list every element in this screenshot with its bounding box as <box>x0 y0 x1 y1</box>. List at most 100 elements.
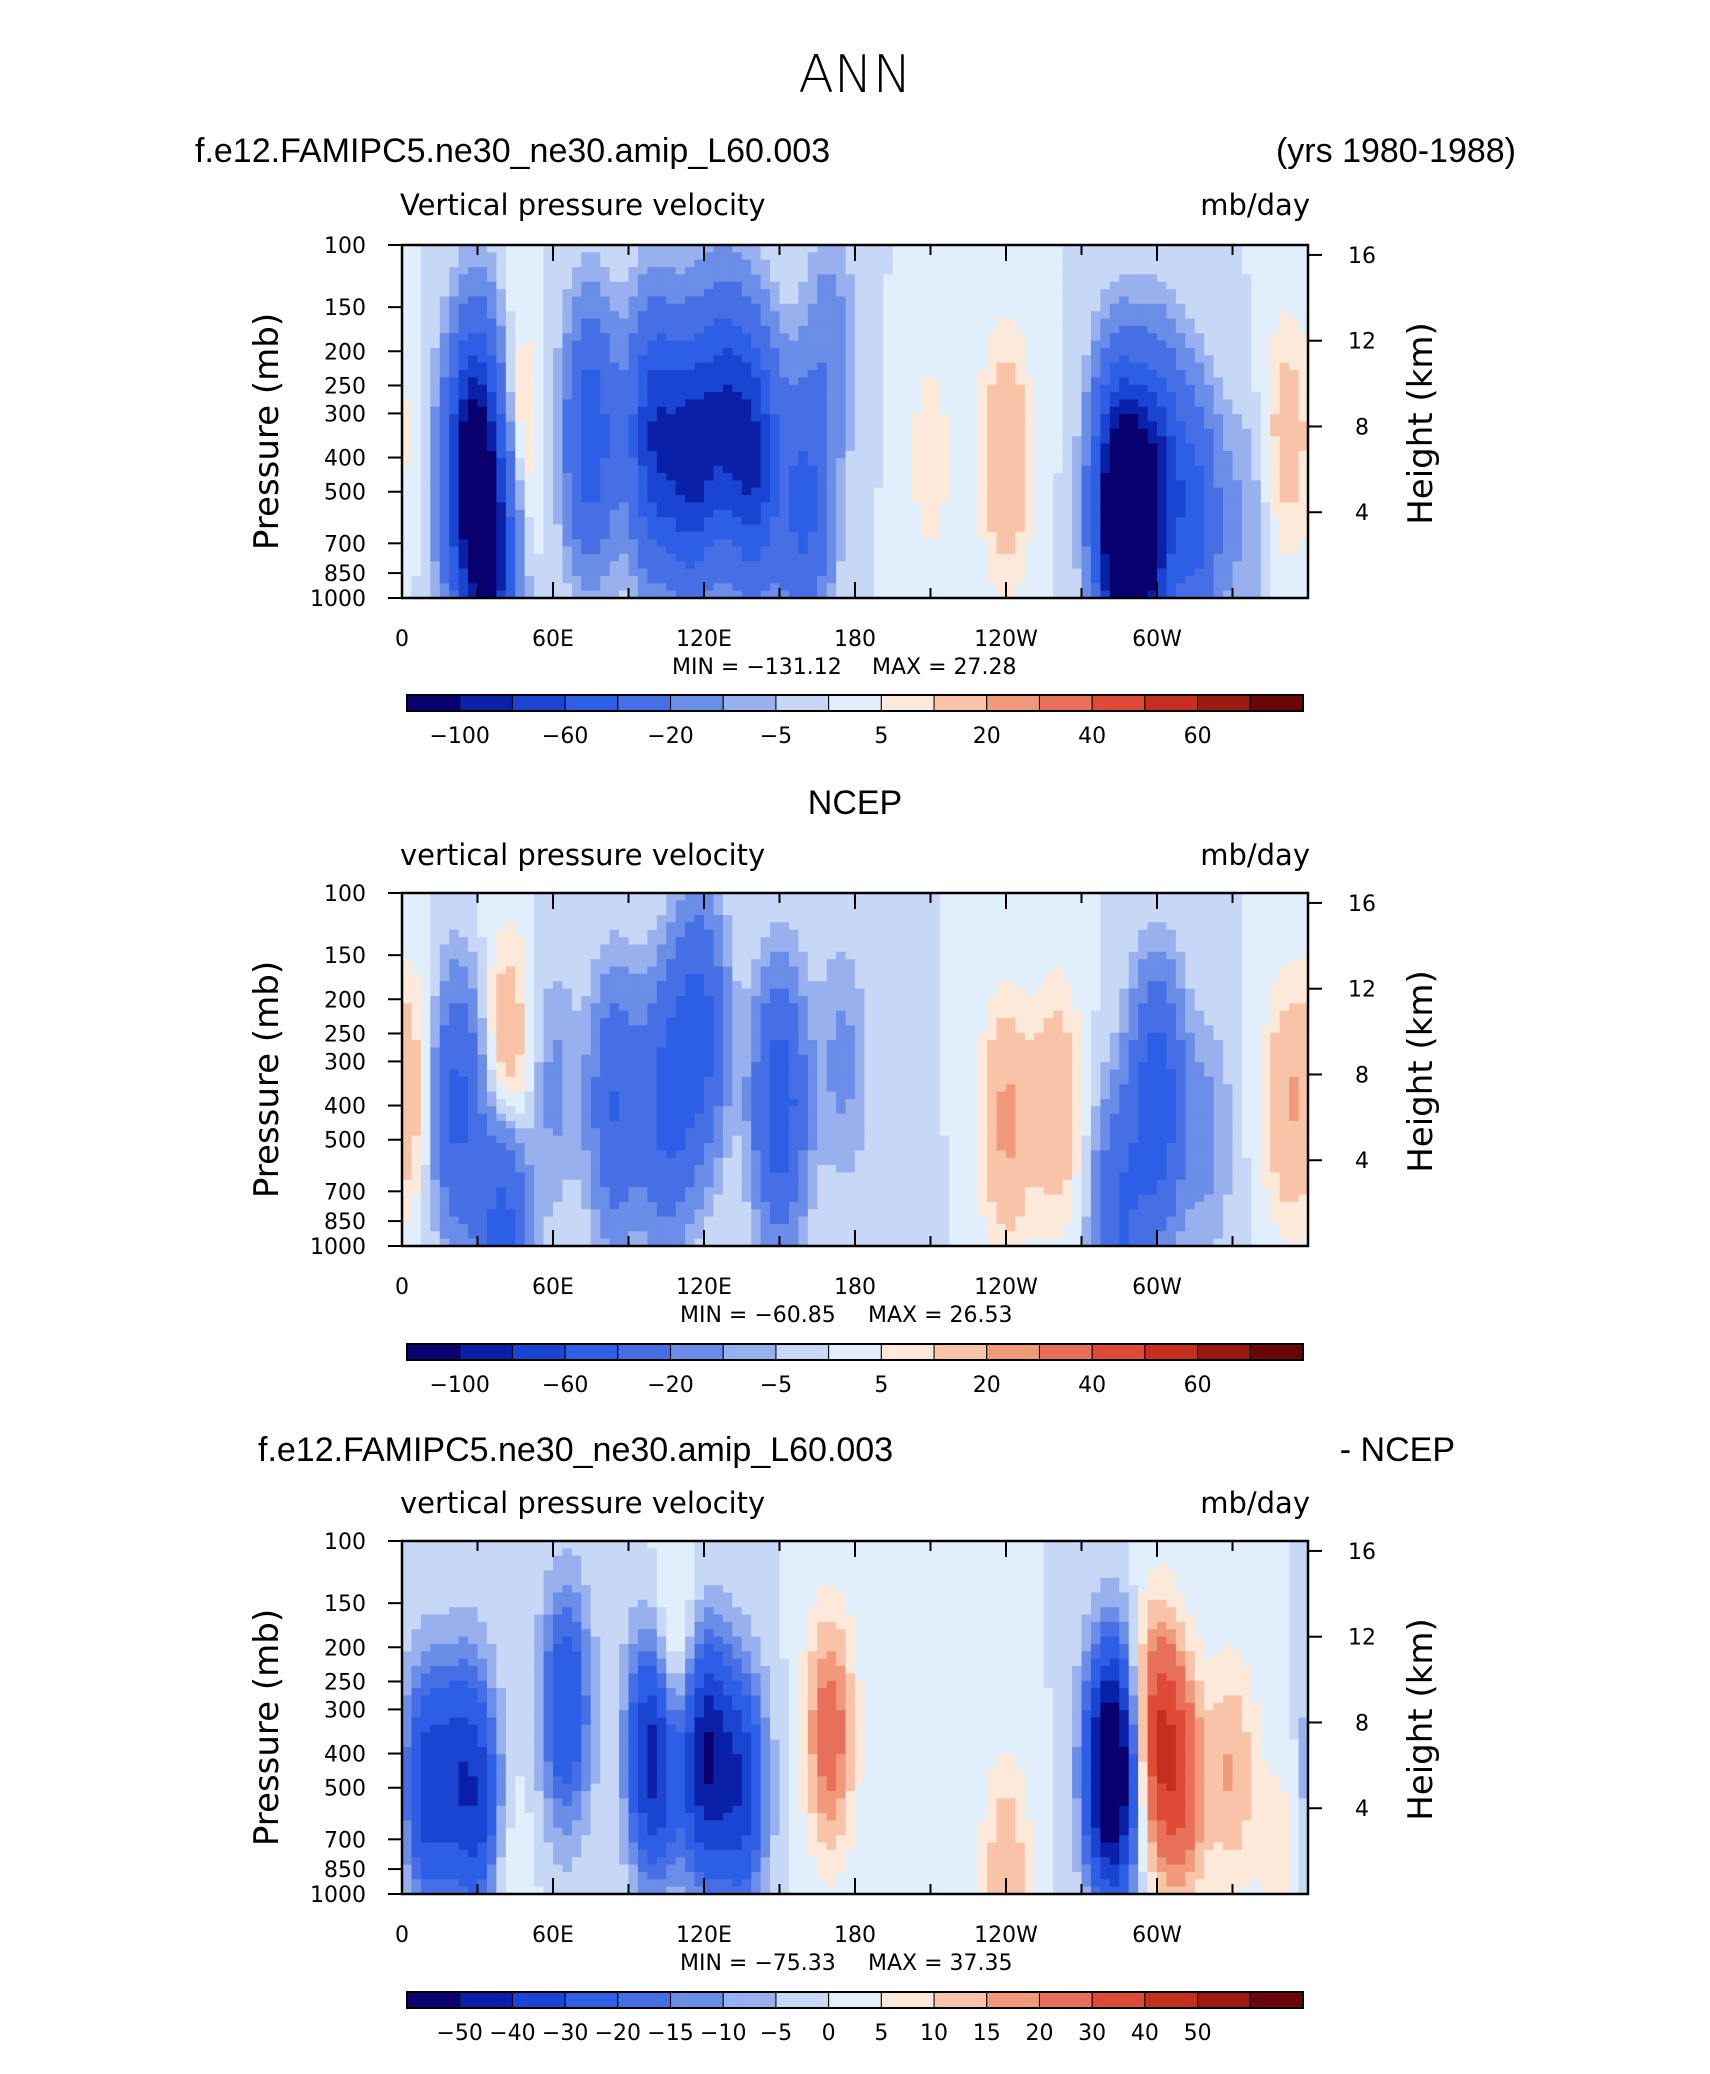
field-cell <box>902 296 913 305</box>
field-cell <box>600 590 611 598</box>
field-cell <box>958 252 969 261</box>
field-cell <box>1072 531 1083 540</box>
field-cell <box>958 458 969 467</box>
field-cell <box>770 893 781 901</box>
field-cell <box>1213 406 1224 415</box>
field-cell <box>741 900 752 909</box>
field-cell <box>826 318 837 327</box>
field-cell <box>675 546 686 555</box>
field-cell <box>949 583 960 592</box>
field-cell <box>704 900 715 909</box>
field-cell <box>600 333 611 342</box>
field-cell <box>1251 318 1262 327</box>
field-cell <box>1006 289 1017 298</box>
field-cell <box>600 399 611 408</box>
field-cell <box>647 524 658 533</box>
field-cell <box>1241 546 1252 555</box>
field-cell <box>458 583 469 592</box>
field-cell <box>515 414 526 423</box>
field-cell <box>1232 296 1243 305</box>
field-cell <box>883 590 894 598</box>
field-cell <box>524 347 535 356</box>
field-cell <box>411 524 422 533</box>
field-cell <box>1138 318 1149 327</box>
field-cell <box>1034 450 1045 459</box>
field-cell <box>675 893 686 901</box>
field-cell <box>873 399 884 408</box>
field-cell <box>581 465 592 474</box>
field-cell <box>694 428 705 437</box>
field-cell <box>798 399 809 408</box>
field-cell <box>543 531 554 540</box>
field-cell <box>609 421 620 430</box>
field-cell <box>760 428 771 437</box>
field-cell <box>458 893 469 901</box>
field-cell <box>619 568 630 577</box>
field-cell <box>836 480 847 489</box>
field-cell <box>1043 893 1054 901</box>
field-cell <box>883 502 894 511</box>
field-cell <box>1157 509 1168 518</box>
field-cell <box>1072 472 1083 481</box>
field-cell <box>486 289 497 298</box>
field-cell <box>836 561 847 570</box>
field-cell <box>524 392 535 401</box>
field-cell <box>855 465 866 474</box>
field-cell <box>996 495 1007 503</box>
field-cell <box>1119 421 1130 430</box>
field-cell <box>581 893 592 901</box>
field-cell <box>1241 245 1252 253</box>
field-cell <box>807 318 818 327</box>
field-cell <box>1043 377 1054 386</box>
field-cell <box>1298 347 1308 356</box>
field-cell <box>949 517 960 526</box>
field-cell <box>722 318 733 327</box>
field-cell <box>1298 245 1308 253</box>
field-cell <box>420 392 431 401</box>
field-cell <box>553 340 564 349</box>
field-cell <box>553 245 564 253</box>
field-cell <box>836 524 847 533</box>
field-cell <box>449 502 460 511</box>
field-cell <box>958 274 969 283</box>
field-cell <box>826 303 837 312</box>
field-cell <box>770 406 781 415</box>
field-cell <box>666 414 677 423</box>
field-cell <box>892 281 903 290</box>
field-cell <box>402 539 413 548</box>
field-cell <box>864 392 875 401</box>
field-cell <box>637 267 648 276</box>
field-cell <box>704 443 715 452</box>
field-cell <box>1109 281 1120 290</box>
field-cell <box>958 495 969 503</box>
field-cell <box>921 347 932 356</box>
field-cell <box>817 539 828 548</box>
field-cell <box>543 561 554 570</box>
field-cell <box>1223 568 1234 577</box>
field-cell <box>439 384 450 393</box>
field-cell <box>1175 531 1186 540</box>
field-cell <box>1289 377 1300 386</box>
field-cell <box>911 472 922 481</box>
field-cell <box>1006 561 1017 570</box>
field-cell <box>807 347 818 356</box>
field-cell <box>430 318 441 327</box>
field-cell <box>600 893 611 901</box>
field-cell <box>439 443 450 452</box>
field-cell <box>949 355 960 364</box>
field-cell <box>864 568 875 577</box>
field-cell <box>1166 362 1177 371</box>
field-cell <box>958 590 969 598</box>
field-cell <box>477 355 488 364</box>
field-cell <box>1100 311 1111 320</box>
field-cell <box>1289 893 1300 901</box>
field-cell <box>864 539 875 548</box>
field-cell <box>1175 502 1186 511</box>
field-cell <box>524 900 535 909</box>
colorbar-swatch <box>511 694 566 712</box>
field-cell <box>855 347 866 356</box>
field-cell <box>836 509 847 518</box>
field-cell <box>930 590 941 598</box>
field-cell <box>496 893 507 901</box>
field-cell <box>930 377 941 386</box>
